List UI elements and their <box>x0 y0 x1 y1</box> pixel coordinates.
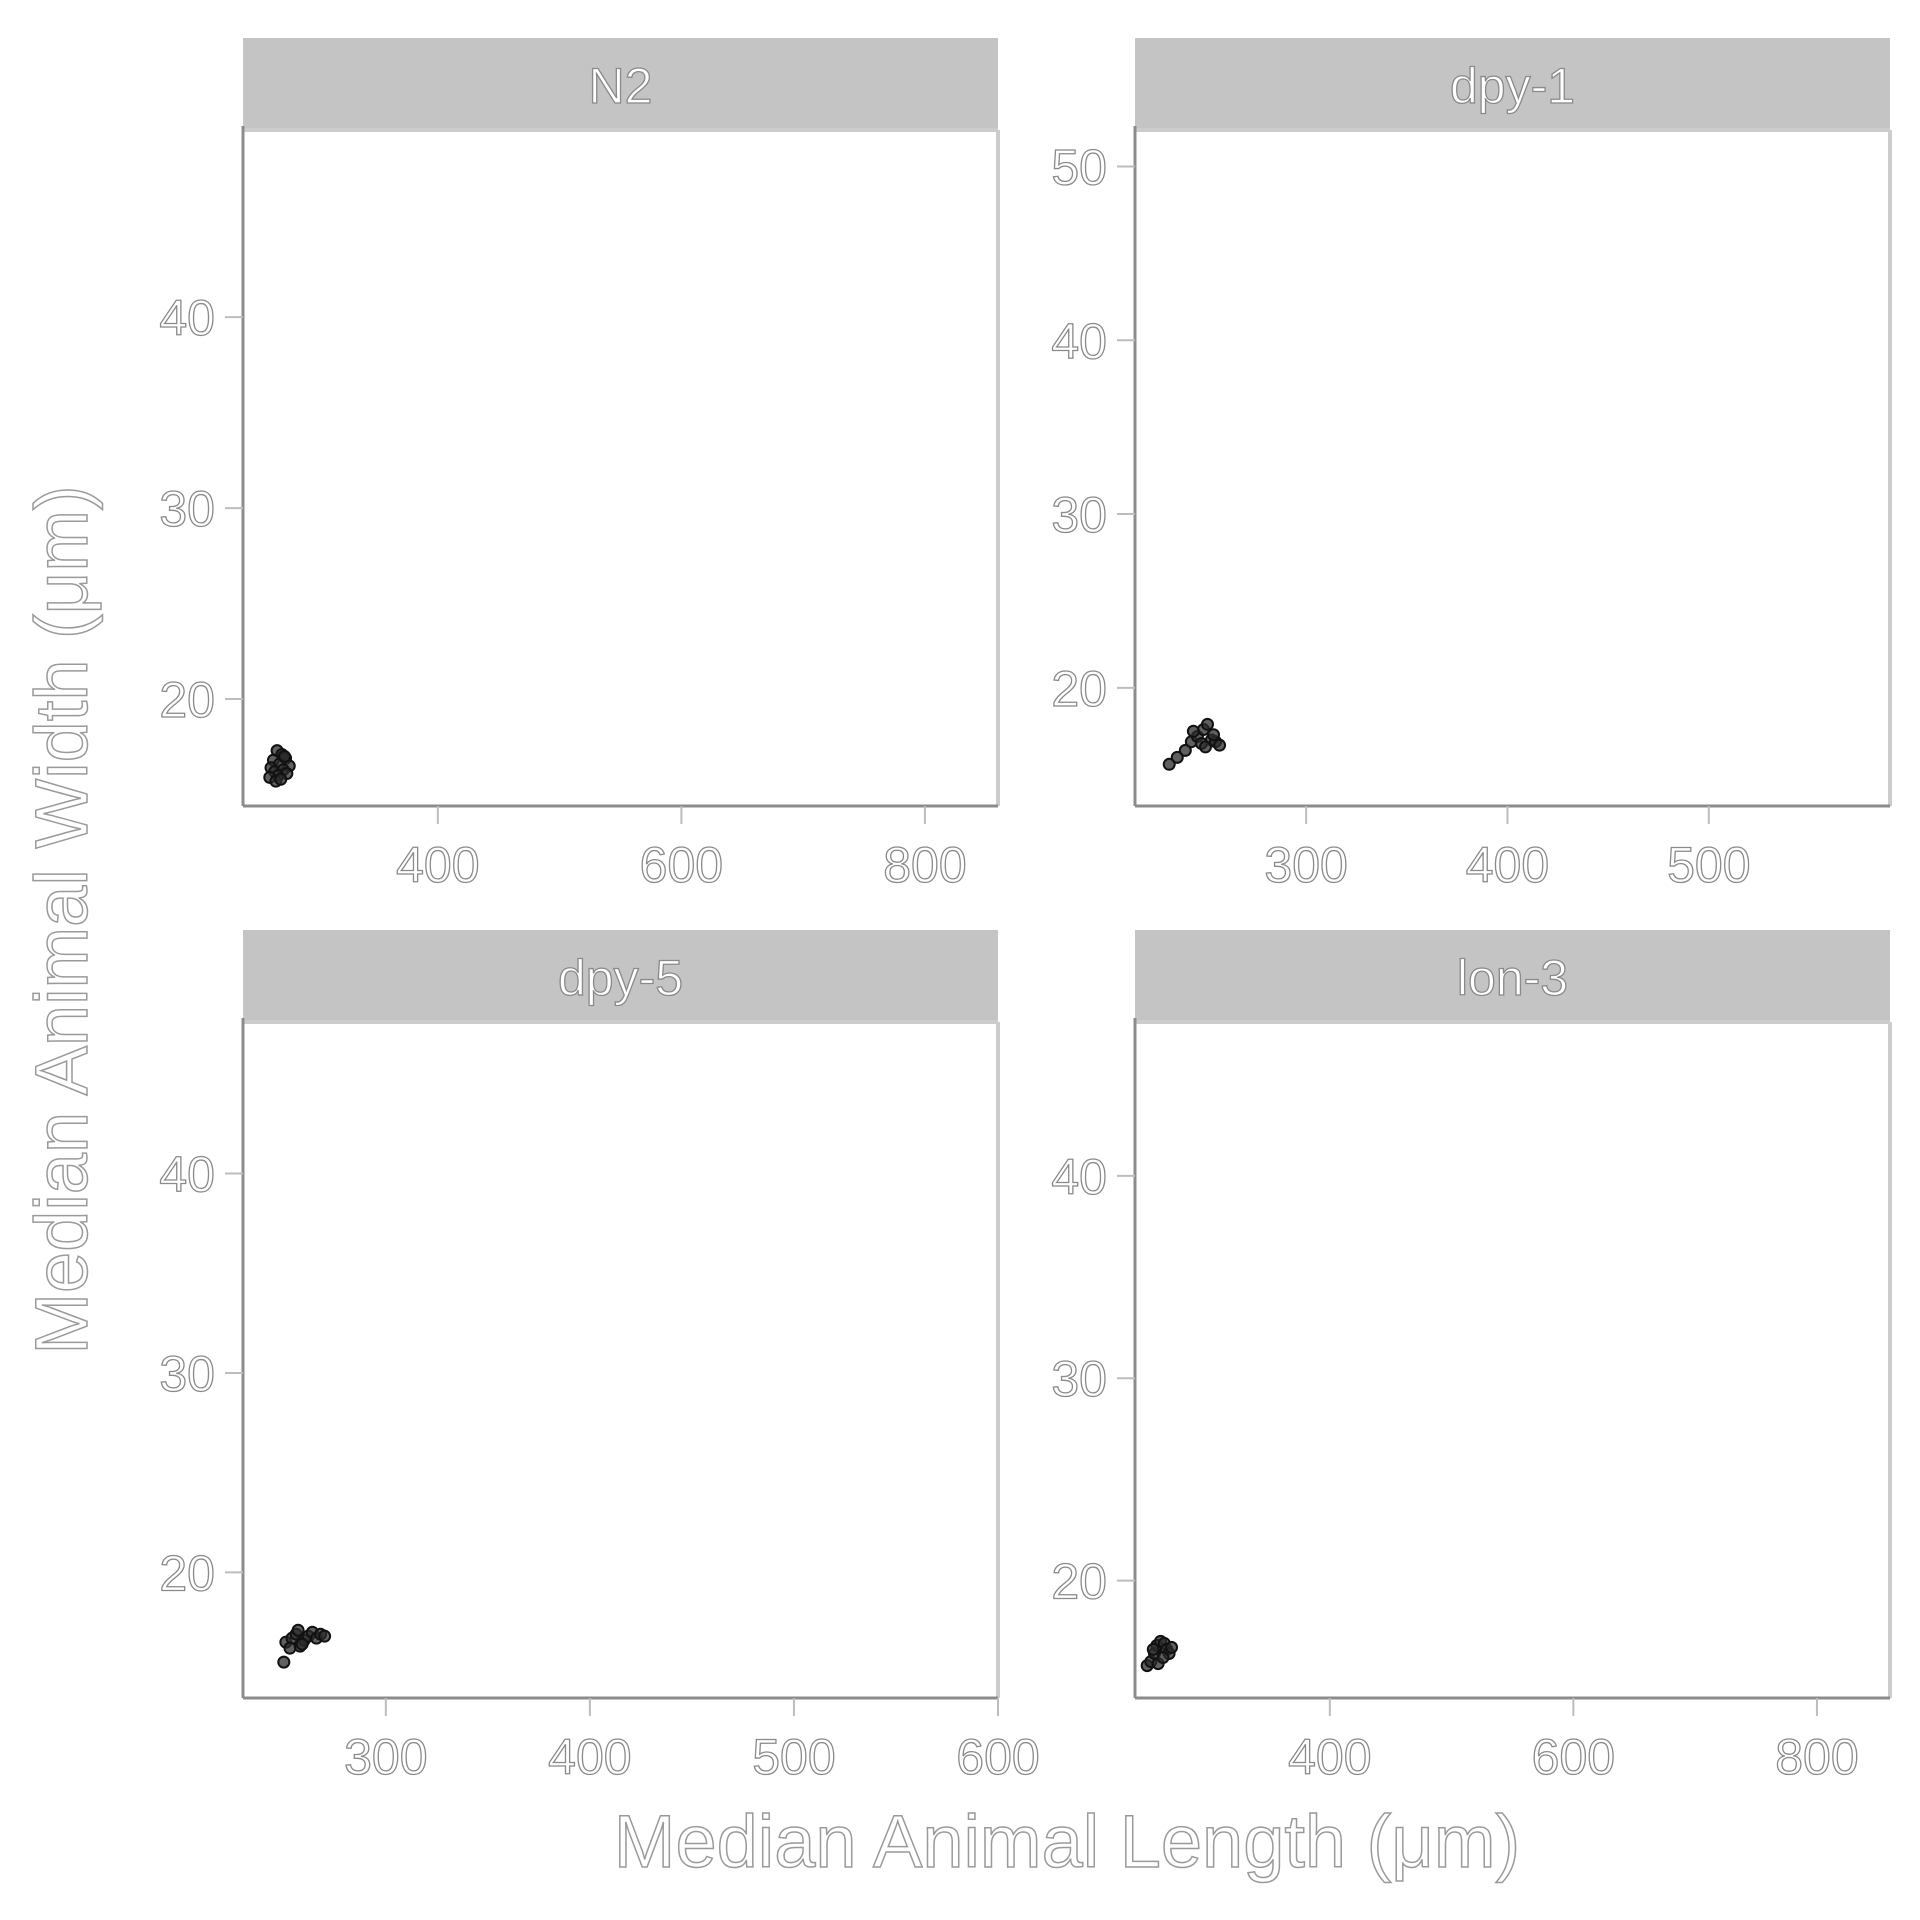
data-point <box>1162 757 1176 771</box>
x-tick-label: 400 <box>548 1729 631 1785</box>
data-point <box>1198 740 1212 754</box>
data-point <box>291 1623 305 1637</box>
y-tick-label: 30 <box>1051 487 1107 543</box>
y-tick-label: 20 <box>1051 1554 1107 1610</box>
panel-lon-3: lon-3 400 600 800 20 30 40 <box>1051 930 1892 1786</box>
facet-strip <box>1135 930 1890 1022</box>
y-tick-label: 40 <box>159 1147 215 1203</box>
facet-strip-label: N2 <box>589 58 653 114</box>
x-tick-label: 500 <box>752 1729 835 1785</box>
y-tick-label: 30 <box>159 481 215 537</box>
data-points <box>277 1623 332 1669</box>
data-point <box>1156 1651 1170 1665</box>
data-point <box>1207 728 1221 742</box>
panel-dpy-5: dpy-5 300 400 500 600 20 30 40 <box>159 930 1040 1786</box>
data-points <box>263 744 296 788</box>
data-point <box>295 1637 309 1651</box>
facet-strip <box>243 930 998 1022</box>
x-tick-label: 600 <box>640 837 723 893</box>
facet-strip-label: dpy-1 <box>1450 58 1575 114</box>
data-point <box>277 1655 291 1669</box>
data-point <box>274 772 288 786</box>
facet-strip <box>243 38 998 130</box>
data-point <box>318 1629 332 1643</box>
facet-strip <box>1135 38 1890 130</box>
facet-strip-label: lon-3 <box>1457 950 1568 1006</box>
x-tick-label: 600 <box>956 1729 1039 1785</box>
data-point <box>277 749 291 763</box>
y-tick-label: 40 <box>159 290 215 346</box>
x-tick-label: 600 <box>1532 1729 1615 1785</box>
y-tick-label: 30 <box>159 1346 215 1402</box>
data-point <box>1186 724 1200 738</box>
y-tick-label: 40 <box>1051 1149 1107 1205</box>
x-tick-label: 400 <box>396 837 479 893</box>
y-axis-title: Median Animal Width (μm) <box>20 485 103 1354</box>
data-points <box>1140 1634 1179 1673</box>
y-tick-label: 20 <box>1051 661 1107 717</box>
facet-strip-label: dpy-5 <box>558 950 683 1006</box>
data-point <box>1170 750 1184 764</box>
data-point <box>1178 743 1192 757</box>
x-tick-label: 800 <box>1775 1729 1858 1785</box>
x-tick-label: 400 <box>1466 837 1549 893</box>
panel-dpy-1: dpy-1 300 400 500 20 30 40 50 <box>1051 38 1892 894</box>
data-point <box>1165 1640 1179 1654</box>
y-tick-label: 50 <box>1051 139 1107 195</box>
x-tick-label: 800 <box>883 837 966 893</box>
data-point <box>283 1641 297 1655</box>
y-tick-label: 20 <box>159 672 215 728</box>
x-tick-label: 300 <box>344 1729 427 1785</box>
x-tick-label: 400 <box>1288 1729 1371 1785</box>
panel-N2: N2 400 600 800 20 30 40 <box>159 38 1000 894</box>
x-axis-title: Median Animal Length (μm) <box>614 1800 1520 1883</box>
data-points <box>1162 717 1227 771</box>
y-tick-label: 20 <box>159 1545 215 1601</box>
data-point <box>1146 1642 1160 1656</box>
data-point <box>1200 717 1214 731</box>
data-point <box>1213 738 1227 752</box>
x-tick-label: 300 <box>1264 837 1347 893</box>
y-tick-label: 40 <box>1051 313 1107 369</box>
x-tick-label: 500 <box>1667 837 1750 893</box>
y-tick-label: 30 <box>1051 1351 1107 1407</box>
